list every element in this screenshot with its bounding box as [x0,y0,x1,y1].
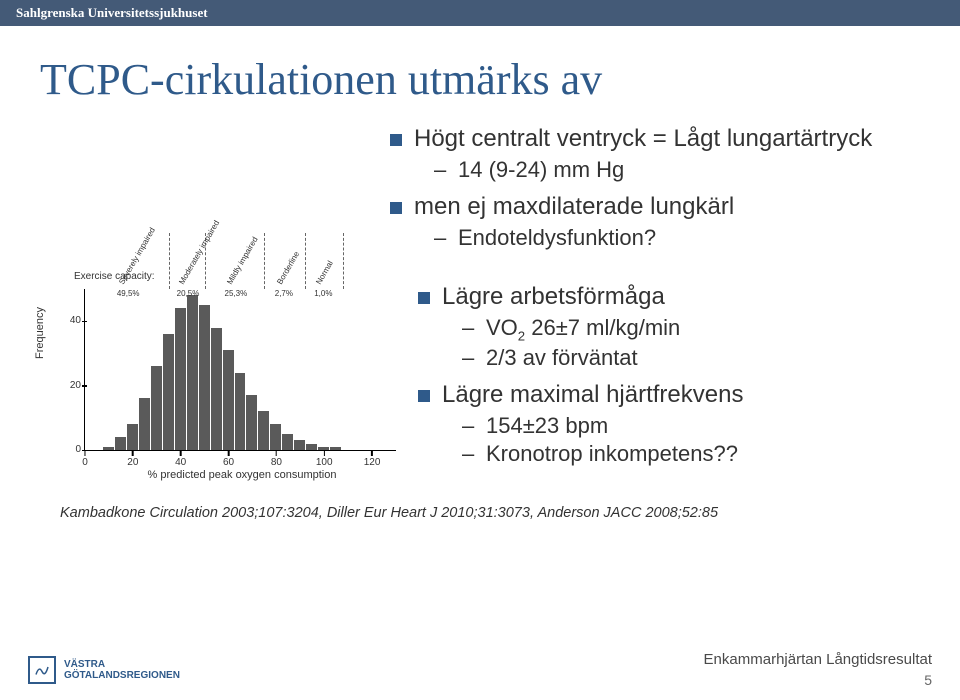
bottom-row: Exercise capacity: Frequency 02040020406… [0,261,960,479]
sub-bullet-text: 154±23 bpm [462,413,920,439]
slide-title: TCPC-cirkulationen utmärks av [0,26,960,119]
org-name: Sahlgrenska Universitetssjukhuset [16,5,208,21]
sub-bullet-text: Endoteldysfunktion? [434,225,900,251]
region-logo-text: VÄSTRA GÖTALANDSREGIONEN [64,659,180,681]
page-number: 5 [704,672,932,688]
footer-text: Enkammarhjärtan Långtidsresultat [704,651,932,668]
exercise-capacity-chart: Exercise capacity: Frequency 02040020406… [40,279,400,479]
footer: Enkammarhjärtan Långtidsresultat 5 [704,651,932,688]
sub-bullet-text: 2/3 av förväntat [462,345,920,371]
bottom-bullets-region: Lägre arbetsförmåga VO2 26±7 ml/kg/min2/3… [418,279,920,479]
bullet-text: Lägre maximal hjärtfrekvens [442,381,743,409]
citation-line: Kambadkone Circulation 2003;107:3204, Di… [0,479,960,521]
bullet-marker [390,202,402,214]
chart-header-label: Exercise capacity: [74,271,155,282]
chart-x-label: % predicted peak oxygen consumption [84,469,400,481]
sub-bullet-text: VO2 26±7 ml/kg/min [462,315,920,343]
chart-y-label: Frequency [34,307,46,359]
top-bullets-region: Högt centralt ventryck = Lågt lungartärt… [0,119,960,251]
region-logo-icon [28,656,56,684]
bullet-marker [390,134,402,146]
bullet-marker [418,390,430,402]
sub-bullet-text: Kronotrop inkompetens?? [462,441,920,467]
bullet-text: Högt centralt ventryck = Lågt lungartärt… [414,125,872,153]
bullet-text: Lägre arbetsförmåga [442,283,665,311]
bullet-marker [418,292,430,304]
sub-bullet-text: 14 (9-24) mm Hg [434,157,900,183]
footer-logo: VÄSTRA GÖTALANDSREGIONEN [28,656,180,684]
bullet-text: men ej maxdilaterade lungkärl [414,193,734,221]
